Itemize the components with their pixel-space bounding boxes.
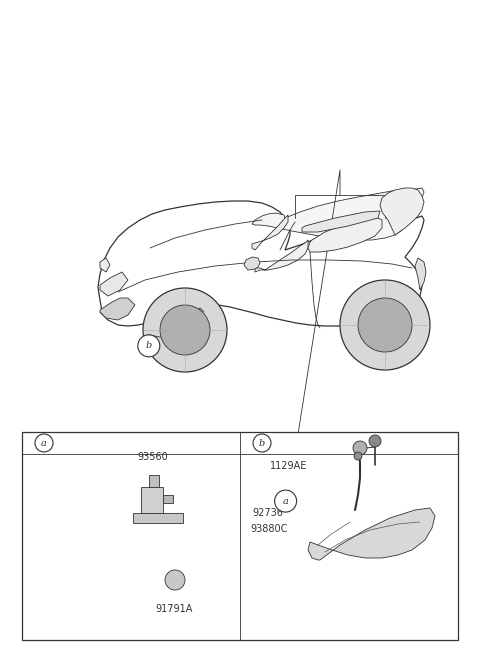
Text: 93560: 93560: [137, 452, 168, 462]
Polygon shape: [380, 188, 424, 235]
Circle shape: [143, 288, 227, 372]
Text: b: b: [259, 438, 265, 447]
Polygon shape: [308, 218, 382, 252]
Circle shape: [165, 570, 185, 590]
Circle shape: [253, 434, 271, 452]
Polygon shape: [255, 240, 308, 272]
Polygon shape: [252, 215, 288, 250]
Polygon shape: [100, 298, 135, 320]
Text: 91791A: 91791A: [155, 604, 192, 614]
Polygon shape: [244, 257, 260, 270]
Polygon shape: [98, 201, 424, 326]
Polygon shape: [100, 272, 128, 296]
Circle shape: [138, 335, 160, 357]
Circle shape: [354, 452, 362, 460]
Text: a: a: [283, 496, 288, 506]
Polygon shape: [100, 258, 110, 272]
Polygon shape: [302, 211, 380, 232]
Circle shape: [358, 298, 412, 352]
Polygon shape: [133, 513, 183, 523]
Circle shape: [340, 280, 430, 370]
Text: 1129AE: 1129AE: [270, 461, 307, 471]
Polygon shape: [252, 188, 424, 240]
Text: b: b: [145, 341, 152, 350]
Text: 92736: 92736: [252, 508, 283, 518]
Polygon shape: [163, 495, 173, 503]
Polygon shape: [141, 487, 163, 513]
Circle shape: [275, 490, 297, 512]
Polygon shape: [308, 508, 435, 560]
Circle shape: [369, 435, 381, 447]
Text: a: a: [41, 438, 47, 447]
Text: 93880C: 93880C: [250, 524, 288, 534]
Circle shape: [353, 441, 367, 455]
Polygon shape: [415, 258, 426, 290]
Circle shape: [160, 305, 210, 355]
Circle shape: [35, 434, 53, 452]
Polygon shape: [149, 475, 159, 487]
Polygon shape: [22, 432, 458, 640]
